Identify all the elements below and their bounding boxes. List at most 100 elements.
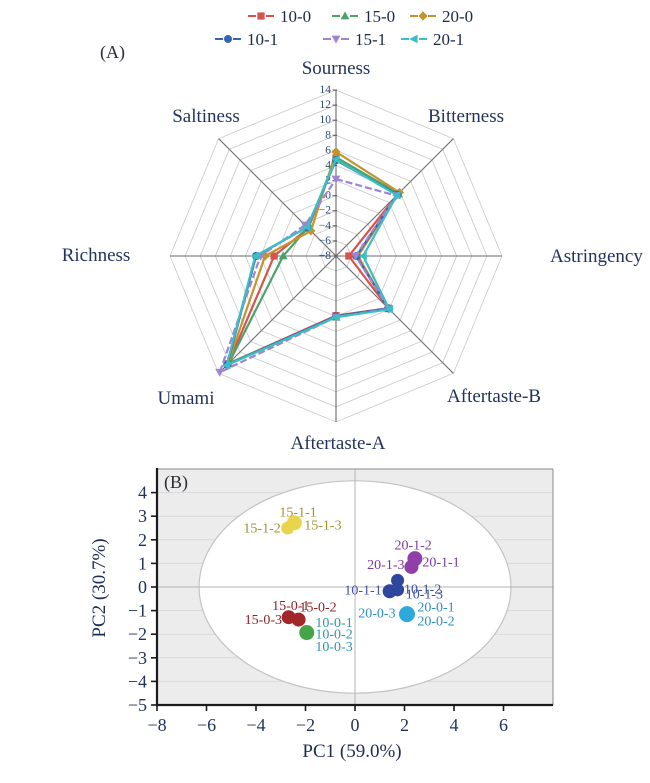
- pc1-axis-label: PC1 (59.0%): [302, 741, 402, 762]
- legend-marker-20-1-triangle-left-icon: [401, 34, 427, 44]
- radar-axis-label-saltiness: Saltiness: [172, 106, 240, 127]
- svg-text:6: 6: [499, 715, 508, 735]
- pca-group-10-0: 10-0-110-0-210-0-3: [299, 616, 353, 655]
- pc2-axis-label: PC2 (30.7%): [89, 538, 110, 638]
- svg-text:8: 8: [325, 129, 331, 141]
- triangle-left-marker-icon: [331, 312, 340, 322]
- legend-entry-10-0: 10-0: [247, 8, 311, 25]
- svg-text:−3: −3: [128, 648, 147, 668]
- svg-text:−6: −6: [319, 235, 331, 247]
- diamond-marker-icon: [306, 226, 316, 236]
- pca-group-20-0: 20-0-3 20-0-120-0-2: [358, 601, 454, 630]
- pca-point-label: 10-0-2: [315, 628, 352, 643]
- pca-point-label: 10-1-3: [406, 588, 443, 603]
- legend-marker-10-0-square-icon: [248, 12, 274, 20]
- pca-point-label: 20-1-1: [422, 556, 459, 571]
- pca-point-label: 15-0-1: [272, 599, 309, 614]
- svg-text:2: 2: [400, 715, 409, 735]
- triangle-left-marker-icon: [331, 155, 340, 164]
- pca-point-label: 20-1-3: [367, 558, 404, 573]
- svg-text:−4: −4: [319, 220, 331, 232]
- svg-text:4: 4: [138, 483, 147, 503]
- pca-point-label: 10-1-2: [404, 582, 441, 597]
- pca-point-label: 20-0-1: [417, 601, 454, 616]
- svg-text:−2: −2: [319, 205, 331, 217]
- legend-entry-15-1: 15-1: [322, 29, 387, 49]
- pca-point-label: 15-1-3: [304, 519, 341, 534]
- triangle-left-marker-icon: [384, 305, 393, 314]
- pca-plot: 15-1-1 15-1-2 15-1-3 20-1-2 20-1-3 20-1-1 10-1…: [128, 468, 554, 735]
- square-marker-icon: [270, 252, 278, 260]
- triangle-left-marker-icon: [392, 190, 401, 200]
- panel-a-label: (A): [100, 42, 125, 62]
- pca-point-label: 15-1-1: [279, 505, 316, 520]
- pca-group-10-1: 10-1-1 10-1-210-1-3: [344, 573, 443, 603]
- svg-text:6: 6: [325, 144, 331, 156]
- svg-text:4: 4: [325, 159, 331, 171]
- triangle-left-marker-icon: [221, 361, 231, 370]
- radar-series-20-1: [221, 155, 401, 370]
- triangle-down-marker-icon: [215, 368, 225, 377]
- pca-point-10-0: [299, 625, 315, 641]
- pca-point-10-1: [391, 583, 405, 597]
- legend-label-10-1: 10-1: [247, 29, 279, 49]
- pca-point-label: 10-1-1: [344, 583, 381, 598]
- triangle-up-marker-icon: [278, 251, 288, 260]
- legend-entry-20-1: 20-1: [400, 31, 464, 48]
- svg-text:0: 0: [351, 715, 360, 735]
- pca-point-label: 10-0-1: [315, 616, 352, 631]
- legend-entry-10-1: 10-1: [214, 29, 279, 49]
- pca-point-10-1: [391, 573, 405, 587]
- legend-label-15-0: 15-0: [364, 6, 396, 26]
- radar-axis-label-aftertaste-b: Aftertaste-B: [447, 386, 541, 407]
- radar-axis-label-sourness: Sourness: [302, 58, 371, 79]
- pca-point-label: 15-0-3: [245, 613, 282, 628]
- radar-axis-labels: Sourness Bitterness Astringency Aftertaste-…: [62, 58, 644, 454]
- legend-marker-15-1-triangle-down-icon: [323, 35, 349, 44]
- svg-text:0: 0: [138, 577, 147, 597]
- triangle-down-marker-icon: [351, 252, 361, 261]
- legend-label-15-1: 15-1: [355, 29, 387, 49]
- pca-point-20-0: [398, 606, 415, 623]
- legend-marker-10-1-circle-icon: [215, 35, 241, 43]
- svg-text:−2: −2: [128, 624, 147, 644]
- pca-point-label: 15-0-2: [299, 601, 336, 616]
- legend-entry-20-0: 20-0: [409, 6, 474, 26]
- triangle-left-marker-icon: [358, 251, 367, 261]
- radar-axis-label-astringency: Astringency: [550, 246, 643, 267]
- legend-label-20-0: 20-0: [442, 6, 474, 26]
- legend-marker-20-0-diamond-icon: [410, 11, 436, 21]
- radar-series-15-0: [224, 152, 403, 367]
- triangle-down-marker-icon: [300, 221, 310, 230]
- svg-text:−6: −6: [197, 715, 216, 735]
- pca-point-15-1: [281, 521, 295, 535]
- svg-text:0: 0: [325, 190, 331, 202]
- triangle-left-marker-icon: [250, 251, 259, 261]
- svg-text:−1: −1: [128, 601, 147, 621]
- triangle-down-marker-icon: [331, 175, 341, 184]
- svg-text:−8: −8: [147, 715, 166, 735]
- svg-text:−2: −2: [296, 715, 315, 735]
- svg-text:14: 14: [320, 84, 332, 96]
- radar-axis-label-umami: Umami: [158, 388, 215, 409]
- svg-text:−4: −4: [128, 671, 147, 691]
- svg-text:−8: −8: [319, 250, 331, 262]
- svg-text:3: 3: [138, 506, 147, 526]
- pca-point-label: 20-0-3: [358, 606, 395, 621]
- pca-group-15-0: 15-0-115-0-2 15-0-3: [245, 599, 337, 628]
- panel-b-label: (B): [164, 472, 188, 492]
- legend-entry-15-0: 15-0: [331, 6, 396, 26]
- legend-marker-15-0-triangle-icon: [332, 11, 358, 20]
- pca-point-label: 20-1-2: [394, 538, 431, 553]
- triangle-left-marker-icon: [302, 222, 311, 232]
- svg-text:2: 2: [138, 530, 147, 550]
- pca-point-label: 15-1-2: [243, 522, 280, 537]
- triangle-up-marker-icon: [340, 11, 350, 20]
- pca-point-20-1: [404, 559, 419, 574]
- svg-text:12: 12: [320, 99, 332, 111]
- pca-group-20-1: 20-1-2 20-1-3 20-1-1: [367, 538, 460, 574]
- radar-axis-label-richness: Richness: [62, 245, 131, 266]
